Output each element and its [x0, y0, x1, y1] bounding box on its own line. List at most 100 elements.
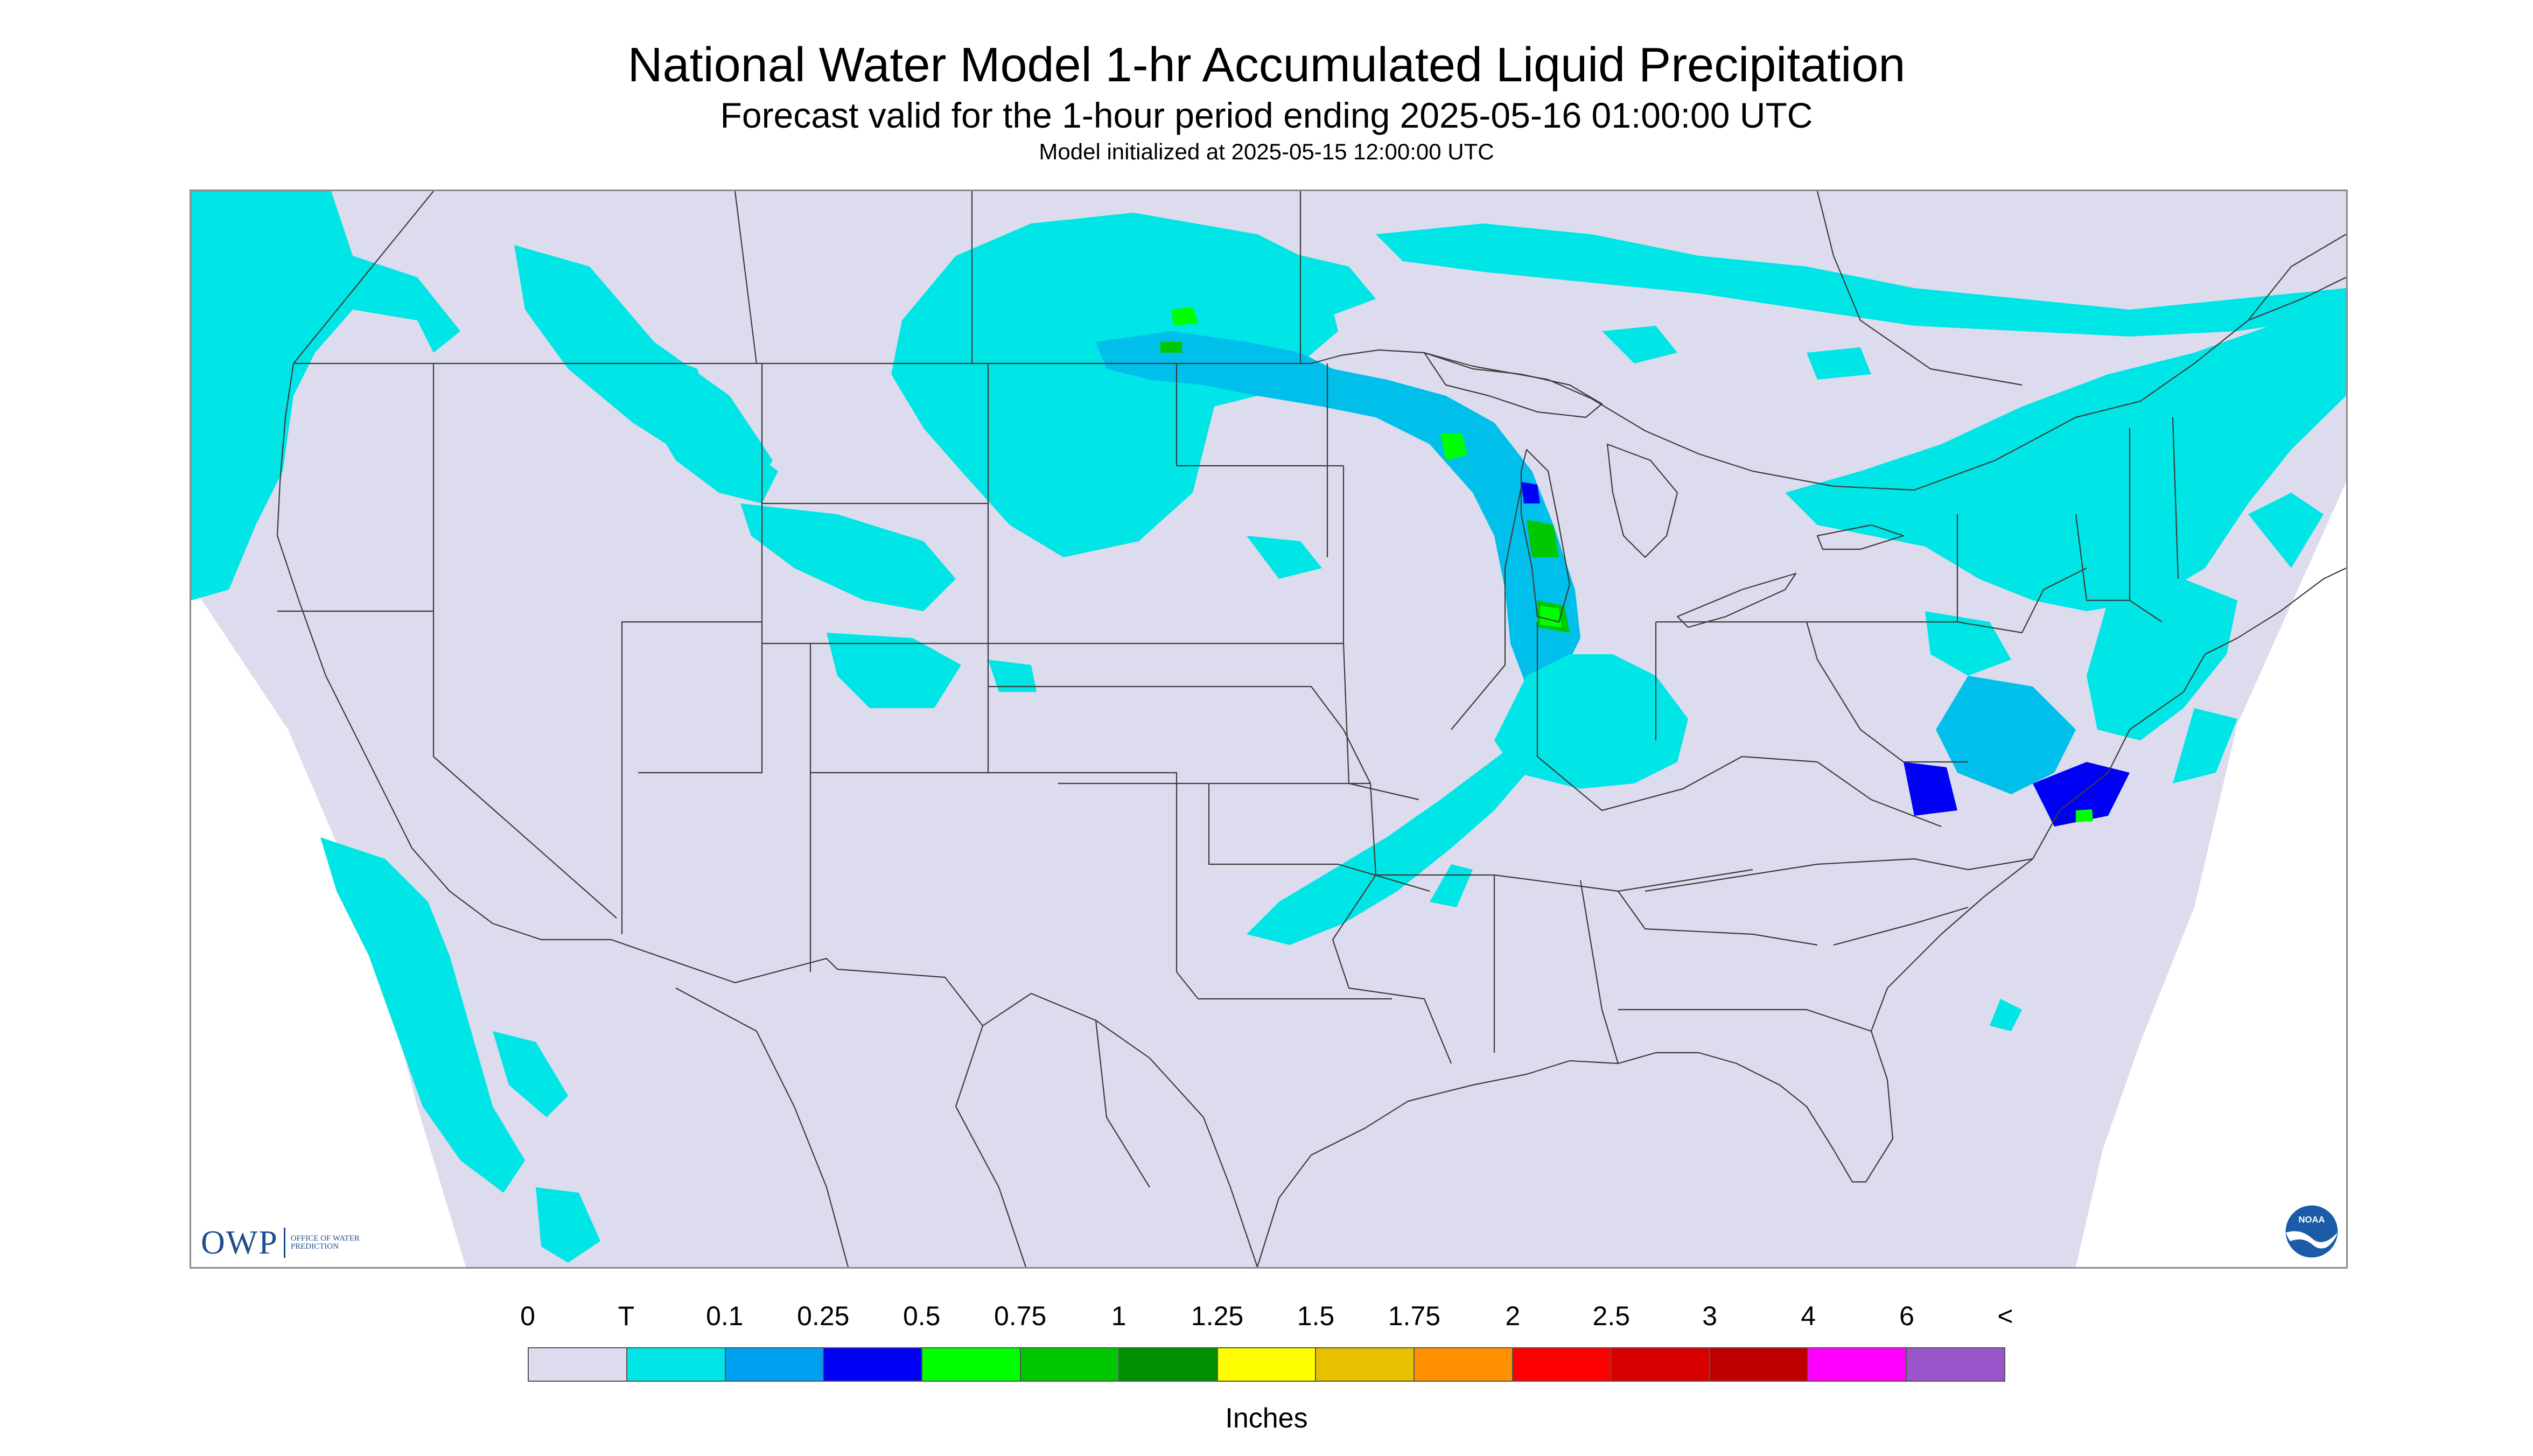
- legend-label: 0.25: [797, 1301, 850, 1331]
- canada-province-line: [293, 191, 434, 364]
- precip-area: [643, 407, 778, 503]
- precip-area-core: [1096, 331, 1580, 687]
- model-init-subtitle: Model initialized at 2025-05-15 12:00:00…: [1039, 139, 1494, 164]
- state-line: [1957, 568, 2087, 634]
- lake-superior: [1423, 352, 1603, 418]
- legend-swatch: [922, 1348, 1021, 1381]
- precip-area: [1904, 762, 1957, 816]
- owp-logo-divider: [283, 1228, 285, 1258]
- legend-labels: 0 T 0.1 0.25 0.5 0.75 1 1.25 1.5 1.75 2 2.5 3 4 6 <: [0, 1300, 2533, 1338]
- precip-area: [213, 353, 277, 493]
- mexico-state-line: [1095, 1020, 1150, 1188]
- state-line: [1833, 906, 1969, 946]
- legend-label: 0.75: [993, 1301, 1047, 1331]
- canada-province-line: [734, 191, 758, 364]
- precip-area: [1785, 315, 2346, 611]
- precip-area: [1990, 999, 2022, 1031]
- legend-color-bar: [528, 1347, 2005, 1382]
- legend-label: 0.5: [902, 1301, 941, 1331]
- state-line: [1451, 487, 1522, 730]
- precip-cell: [1440, 433, 1467, 460]
- precip-area: [1494, 654, 1688, 789]
- state-line: [1656, 621, 1968, 763]
- precip-cell: [2076, 809, 2093, 822]
- precip-area: [1247, 751, 1527, 945]
- state-line: [2129, 428, 2163, 622]
- legend-label: 6: [1899, 1301, 1914, 1331]
- state-line: [1741, 755, 1942, 828]
- legend-label: 0.1: [706, 1301, 744, 1331]
- noaa-logo-text: NOAA: [2299, 1214, 2325, 1224]
- state-line: [621, 363, 763, 934]
- legend-swatch: [1710, 1348, 1809, 1381]
- precip-cell: [1540, 606, 1562, 627]
- legend-swatch: [1217, 1348, 1317, 1381]
- legend-swatch: [627, 1348, 726, 1381]
- state-line: [1645, 858, 2033, 892]
- precip-cell: [1171, 307, 1198, 326]
- legend-swatch: [1611, 1348, 1710, 1381]
- legend-label: <: [1997, 1301, 2013, 1331]
- precip-cell: [1532, 525, 1551, 549]
- precip-area: [891, 213, 1338, 557]
- state-line: [1208, 783, 1430, 892]
- legend-swatch: [529, 1348, 627, 1381]
- owp-logo-org-text: Office of Water Prediction: [290, 1234, 360, 1251]
- state-line: [638, 622, 763, 774]
- owp-logo: OWP Office of Water Prediction: [201, 1224, 366, 1262]
- mexico-state-line: [955, 1025, 1027, 1267]
- noaa-logo: NOAA: [2284, 1203, 2340, 1259]
- precip-area-core: [1936, 676, 2076, 794]
- precip-area: [2173, 708, 2237, 783]
- state-line: [1579, 880, 1619, 1064]
- legend-swatch: [1513, 1348, 1612, 1381]
- lake-erie: [1676, 572, 1797, 628]
- legend-label: 2: [1505, 1301, 1521, 1331]
- lake-michigan: [1520, 449, 1571, 623]
- precip-area: [536, 1187, 600, 1263]
- precip-area: [1160, 342, 1182, 353]
- legend-swatch: [725, 1348, 824, 1381]
- us-mexico-border: [611, 939, 1258, 1267]
- precip-area: [1807, 347, 1871, 380]
- legend-swatch: [1316, 1348, 1415, 1381]
- state-line: [810, 772, 1178, 972]
- precip-cell: [1521, 482, 1540, 503]
- state-line: [1618, 1009, 1872, 1032]
- canada-province-line: [1816, 191, 2023, 386]
- forecast-valid-subtitle: Forecast valid for the 1-hour period end…: [720, 95, 1813, 135]
- legend-label: 3: [1702, 1301, 1718, 1331]
- precip-area: [827, 633, 961, 708]
- state-line: [988, 685, 1371, 784]
- pacific-coastline: [276, 363, 611, 941]
- map-canvas: [191, 191, 2346, 1267]
- legend-units: Inches: [1225, 1403, 1308, 1434]
- lake-huron: [1606, 443, 1678, 558]
- mexico-state-line: [675, 988, 849, 1267]
- canada-province-line: [2248, 234, 2346, 321]
- gulf-coastline: [1256, 988, 1894, 1267]
- legend-swatch: [1415, 1348, 1513, 1381]
- precip-area: [988, 660, 1037, 692]
- legend-swatch: [824, 1348, 923, 1381]
- precip-area: [1279, 250, 1376, 315]
- precip-area: [654, 353, 708, 401]
- state-line: [432, 611, 617, 919]
- state-line: [762, 502, 989, 645]
- state-line: [1376, 869, 1753, 892]
- legend-swatch: [1020, 1348, 1119, 1381]
- legend-label: 4: [1801, 1301, 1816, 1331]
- state-line: [1175, 363, 1344, 467]
- legend-swatch: [1808, 1348, 1907, 1381]
- legend-label: 1: [1111, 1301, 1126, 1331]
- state-line: [2075, 514, 2130, 601]
- precipitation-map: OWP Office of Water Prediction NOAA: [190, 190, 2348, 1269]
- state-line: [1536, 622, 1743, 811]
- legend-label: 2.5: [1592, 1301, 1631, 1331]
- precip-area: [1376, 223, 2346, 337]
- precip-area: [2087, 579, 2237, 740]
- legend-swatch: [1907, 1348, 2004, 1381]
- legend-label: T: [618, 1301, 635, 1331]
- state-line: [1618, 891, 1818, 946]
- precip-area: [740, 503, 956, 611]
